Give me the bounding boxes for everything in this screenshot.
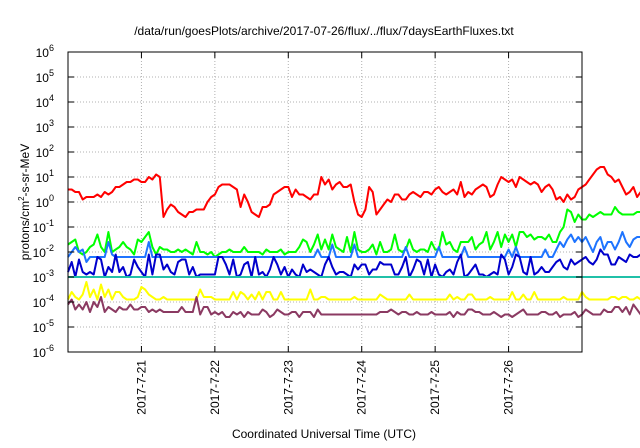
- y-tick-label: 101: [36, 168, 54, 185]
- y-tick-label: 105: [36, 68, 54, 85]
- series-line-7: [67, 296, 640, 318]
- y-tick-label: 104: [36, 93, 54, 110]
- x-axis-label: Coordinated Universal Time (UTC): [232, 427, 416, 441]
- chart-title: /data/run/goesPlots/archive/2017-07-26/f…: [134, 24, 514, 38]
- y-tick-label: 10-6: [33, 343, 54, 360]
- series-line-6: [67, 281, 640, 301]
- y-tick-label: 10-2: [33, 243, 54, 260]
- y-tick-label: 103: [36, 118, 54, 135]
- grid-lines: [68, 52, 582, 352]
- y-tick-label: 102: [36, 143, 54, 160]
- series-lines: [67, 166, 640, 318]
- x-tick-label: 2017-7-23: [281, 360, 295, 415]
- series-line-2: [67, 206, 640, 258]
- series-line-1: [68, 166, 640, 218]
- y-axis-label: protons/cm2-s-sr-MeV: [17, 144, 32, 260]
- x-tick-label: 2017-7-25: [428, 360, 442, 415]
- x-tick-label: 2017-7-26: [502, 360, 516, 415]
- x-axis-ticks: 2017-7-21 2017-7-22 2017-7-23 2017-7-24 2017…: [134, 52, 516, 415]
- y-tick-label: 106: [36, 43, 54, 60]
- x-tick-label: 2017-7-24: [355, 360, 369, 415]
- y-tick-label: 10-3: [33, 268, 54, 285]
- series-line-4: [67, 248, 640, 278]
- y-tick-label: 10-4: [33, 293, 54, 310]
- series-line-5: [68, 276, 640, 278]
- y-tick-label: 10-5: [33, 318, 54, 335]
- x-tick-label: 2017-7-21: [134, 360, 148, 415]
- y-tick-label: 100: [36, 193, 54, 210]
- series-line-3: [67, 231, 640, 263]
- y-tick-label: 10-1: [33, 218, 54, 235]
- x-tick-label: 2017-7-22: [208, 360, 222, 415]
- y-axis-ticks: 10-6 10-5 10-4 10-3 10-2 10-1 100 101 102 103 104 1…: [33, 43, 582, 360]
